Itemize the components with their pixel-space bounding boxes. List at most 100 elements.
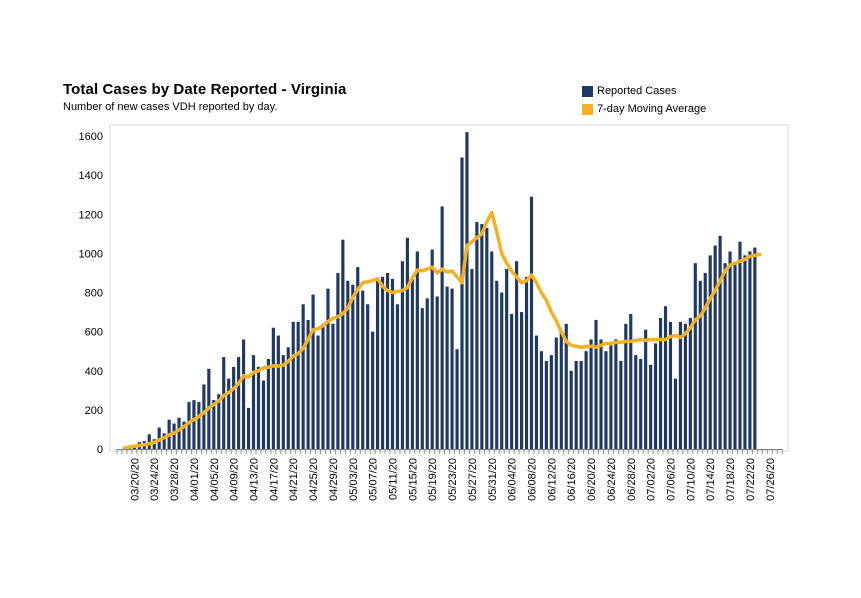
x-tick-label: 05/23/20 bbox=[447, 458, 459, 501]
bar bbox=[728, 251, 732, 449]
y-tick-label: 0 bbox=[97, 444, 103, 456]
bar bbox=[366, 304, 370, 449]
bar bbox=[380, 276, 385, 449]
bar bbox=[574, 360, 578, 449]
bar bbox=[490, 251, 494, 449]
bar bbox=[197, 402, 201, 449]
bar bbox=[485, 227, 489, 449]
bar bbox=[385, 272, 390, 449]
legend: Reported Cases 7-day Moving Average bbox=[582, 82, 706, 118]
x-tick-label: 07/26/20 bbox=[765, 458, 777, 501]
bar bbox=[430, 249, 434, 449]
bar bbox=[624, 323, 628, 449]
y-tick-label: 600 bbox=[85, 327, 103, 339]
bar-series bbox=[122, 132, 757, 449]
bar bbox=[743, 255, 747, 449]
bar bbox=[455, 349, 459, 449]
bar bbox=[738, 241, 742, 449]
bar bbox=[683, 323, 687, 449]
legend-item-moving-average: 7-day Moving Average bbox=[582, 100, 706, 118]
bar bbox=[539, 351, 543, 449]
bar bbox=[733, 263, 737, 449]
bar bbox=[182, 421, 186, 449]
bar bbox=[708, 255, 712, 449]
x-tick-label: 06/12/20 bbox=[546, 458, 558, 501]
x-tick-label: 03/28/20 bbox=[169, 458, 181, 501]
plot-area bbox=[109, 124, 789, 452]
bar bbox=[529, 196, 534, 449]
x-tick-label: 04/01/20 bbox=[189, 458, 201, 501]
bar bbox=[445, 286, 449, 449]
x-tick-label: 07/02/20 bbox=[646, 458, 658, 501]
bar bbox=[584, 351, 588, 449]
bar bbox=[688, 317, 692, 449]
bar bbox=[246, 407, 251, 449]
bar bbox=[500, 292, 504, 449]
x-tick-label: 03/20/20 bbox=[129, 458, 141, 501]
legend-swatch-moving-average bbox=[582, 103, 593, 115]
x-tick-label: 04/29/20 bbox=[328, 458, 340, 501]
bar bbox=[217, 394, 221, 449]
moving-average-line bbox=[122, 210, 762, 450]
bar bbox=[629, 314, 633, 449]
bar bbox=[187, 402, 191, 449]
bar bbox=[649, 364, 653, 449]
x-tick-label: 06/08/20 bbox=[526, 458, 538, 501]
bar bbox=[465, 132, 469, 449]
bar bbox=[599, 339, 603, 449]
bar bbox=[227, 378, 231, 449]
bar bbox=[435, 296, 439, 449]
bar bbox=[594, 319, 598, 449]
x-tick-label: 06/28/20 bbox=[626, 458, 638, 501]
bar bbox=[748, 251, 752, 449]
y-axis: 0 200 400 600 800 1000 1200 1400 1600 bbox=[79, 131, 103, 456]
bar bbox=[723, 263, 727, 449]
x-tick-label: 07/22/20 bbox=[745, 458, 757, 501]
bar bbox=[559, 331, 563, 449]
x-tick-label: 05/27/20 bbox=[467, 458, 479, 501]
bar bbox=[336, 272, 340, 449]
bar bbox=[346, 280, 350, 449]
x-tick-label: 05/11/20 bbox=[388, 458, 400, 500]
bar bbox=[326, 288, 330, 449]
bar bbox=[589, 339, 593, 449]
x-tick-label: 04/05/20 bbox=[209, 458, 221, 501]
bar bbox=[524, 276, 529, 449]
bar bbox=[639, 359, 643, 449]
bar bbox=[232, 366, 236, 449]
x-tick-label: 06/16/20 bbox=[566, 458, 578, 501]
bar bbox=[505, 269, 509, 449]
bar bbox=[549, 355, 553, 449]
y-tick-label: 400 bbox=[85, 366, 103, 378]
chart-subtitle: Number of new cases VDH reported by day. bbox=[63, 101, 278, 113]
bar bbox=[569, 370, 573, 449]
x-tick-label: 07/18/20 bbox=[725, 458, 737, 501]
bar bbox=[316, 335, 320, 449]
bar bbox=[644, 329, 648, 449]
x-tick-label: 06/04/20 bbox=[507, 458, 519, 501]
bar bbox=[212, 400, 216, 449]
y-tick-label: 1200 bbox=[79, 209, 103, 221]
x-tick-label: 05/19/20 bbox=[427, 458, 439, 501]
bar bbox=[405, 237, 409, 449]
bar bbox=[341, 239, 345, 449]
bar bbox=[371, 331, 375, 449]
bar bbox=[286, 347, 290, 449]
bar bbox=[242, 339, 246, 449]
bar bbox=[306, 319, 310, 449]
bar bbox=[634, 355, 638, 449]
bar bbox=[564, 323, 568, 449]
bar bbox=[276, 335, 280, 449]
y-tick-label: 1400 bbox=[79, 170, 103, 182]
y-tick-label: 1600 bbox=[79, 131, 103, 143]
bar bbox=[470, 269, 474, 449]
bar bbox=[376, 280, 380, 449]
bar bbox=[256, 366, 261, 449]
chart-title: Total Cases by Date Reported - Virginia bbox=[63, 81, 347, 98]
x-tick-label: 04/17/20 bbox=[268, 458, 280, 501]
bar bbox=[450, 288, 454, 449]
bar bbox=[475, 222, 479, 449]
bar bbox=[460, 157, 464, 449]
x-tick-label: 04/13/20 bbox=[249, 458, 261, 501]
legend-label-reported-cases: Reported Cases bbox=[597, 85, 677, 97]
